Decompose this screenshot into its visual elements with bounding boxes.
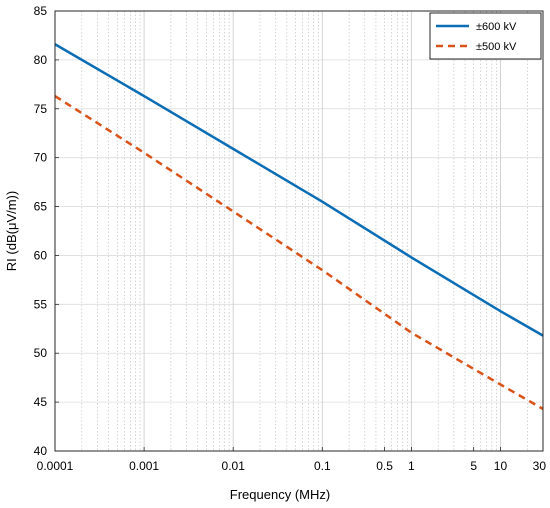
series-line-0 <box>54 43 544 337</box>
x-tick-label: 5 <box>470 459 477 473</box>
y-tick-label: 40 <box>34 444 48 458</box>
y-tick-label: 80 <box>34 53 48 67</box>
y-axis-label: RI (dB(μV/m)) <box>4 191 19 271</box>
x-tick-label: 0.01 <box>222 459 246 473</box>
y-tick-label: 85 <box>34 4 48 18</box>
x-tick-label: 0.001 <box>129 459 159 473</box>
legend-label-500kv: ±500 kV <box>476 41 517 53</box>
x-tick-label: 1 <box>408 459 415 473</box>
y-tick-label: 65 <box>34 200 48 214</box>
legend-label-600kv: ±600 kV <box>476 21 517 33</box>
x-tick-label: 10 <box>494 459 508 473</box>
x-axis-ticks: 0.0001 0.001 0.01 0.1 0.5 1 5 10 30 <box>37 447 547 473</box>
y-tick-label: 50 <box>34 346 48 360</box>
plot-area <box>55 11 543 451</box>
legend-box <box>429 12 542 60</box>
x-axis-label: Frequency (MHz) <box>230 487 330 502</box>
y-axis-ticks: 40 45 50 55 60 65 70 75 80 85 <box>34 4 59 458</box>
series-lines <box>54 43 544 411</box>
series-line-1 <box>54 95 544 411</box>
y-tick-label: 60 <box>34 248 48 262</box>
y-tick-label: 75 <box>34 102 48 116</box>
plot-frame <box>54 10 544 452</box>
x-tick-label: 30 <box>533 459 547 473</box>
y-tick-label: 45 <box>34 395 48 409</box>
y-tick-label: 55 <box>34 297 48 311</box>
x-tick-label: 0.1 <box>314 459 331 473</box>
legend: ±600 kV ±500 kV <box>429 12 542 60</box>
x-tick-label: 0.5 <box>376 459 393 473</box>
x-tick-label: 0.0001 <box>37 459 74 473</box>
y-tick-label: 70 <box>34 151 48 165</box>
